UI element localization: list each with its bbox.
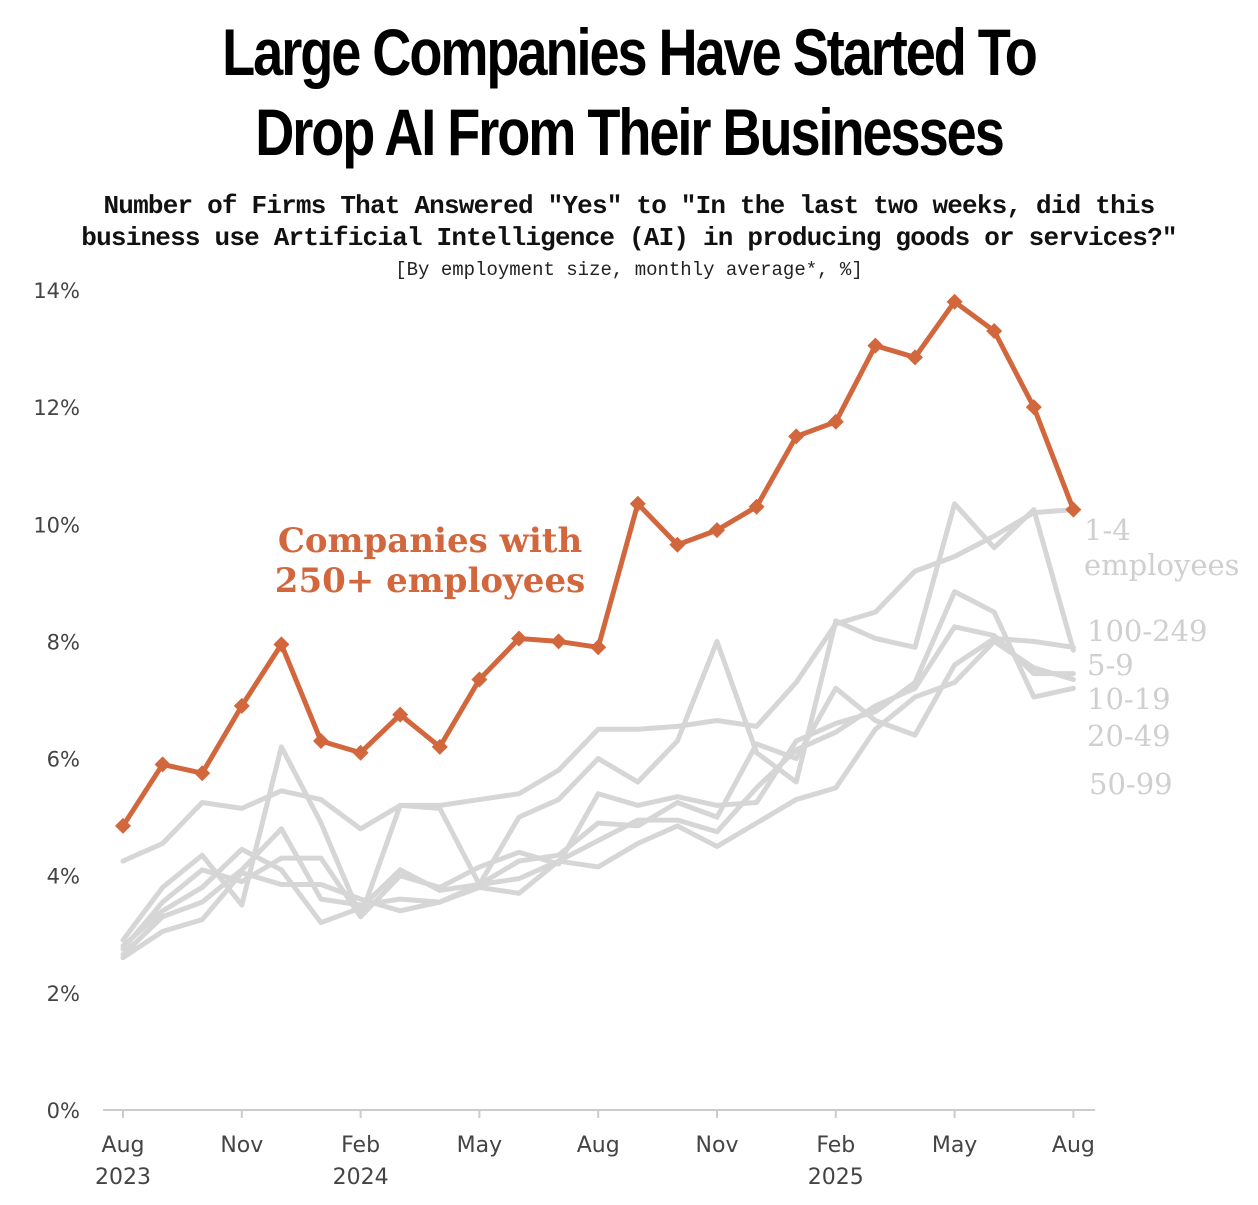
series-end-label: 50-99 xyxy=(1089,767,1173,801)
data-point-marker xyxy=(471,671,488,688)
x-tick-label: Aug xyxy=(1052,1133,1095,1158)
data-point-marker xyxy=(907,349,923,366)
highlight-series-label: Companies with xyxy=(278,521,582,561)
data-point-marker xyxy=(788,428,805,445)
series-end-label: 5-9 xyxy=(1087,648,1134,682)
data-point-marker xyxy=(986,323,1003,339)
x-tick-label: May xyxy=(457,1133,502,1158)
y-tick-label: 14% xyxy=(33,279,80,303)
data-point-marker xyxy=(233,697,250,714)
series-line-20-49 xyxy=(120,624,1076,958)
y-tick-label: 12% xyxy=(33,396,80,420)
data-point-marker xyxy=(115,817,131,834)
y-tick-label: 8% xyxy=(47,630,80,654)
x-tick-year-label: 2024 xyxy=(333,1165,389,1190)
y-tick-label: 2% xyxy=(47,982,80,1006)
data-point-marker xyxy=(392,706,409,723)
data-point-marker xyxy=(194,765,211,782)
data-point-marker xyxy=(550,633,567,650)
data-point-marker xyxy=(313,733,329,749)
series-line-5-9 xyxy=(120,589,1076,952)
title-line-1: Large Companies Have Started To xyxy=(222,15,1038,89)
chart-title: Large Companies Have Started To Drop AI … xyxy=(113,12,1145,172)
y-tick-label: 6% xyxy=(47,748,80,772)
data-point-marker xyxy=(748,498,765,515)
series-line-10-19 xyxy=(120,636,1076,949)
x-tick-label: Aug xyxy=(102,1133,145,1158)
data-point-marker xyxy=(511,630,527,647)
data-point-marker xyxy=(946,293,963,310)
x-tick-label: Aug xyxy=(577,1133,620,1158)
data-point-marker xyxy=(154,756,171,773)
x-tick-label: Feb xyxy=(816,1133,855,1158)
x-tick-year-label: 2025 xyxy=(808,1165,864,1190)
data-point-marker xyxy=(1065,501,1082,518)
chart-note: [By employment size, monthly average*, %… xyxy=(395,259,863,281)
data-point-marker xyxy=(590,639,607,656)
subtitle-line-2: business use Artificial Intelligence (AI… xyxy=(81,223,1177,253)
data-point-marker xyxy=(431,738,448,755)
highlight-series-label: 250+ employees xyxy=(275,561,585,601)
title-line-2: Drop AI From Their Businesses xyxy=(255,95,1005,169)
data-point-marker xyxy=(827,413,844,430)
y-tick-label: 0% xyxy=(47,1099,80,1123)
series-end-label: 1-4 xyxy=(1084,513,1131,547)
series-line-1-4 xyxy=(120,507,1076,864)
data-point-marker xyxy=(352,744,369,761)
series-end-label: 20-49 xyxy=(1087,719,1171,753)
series-end-label: employees xyxy=(1084,548,1240,582)
series-end-label: 10-19 xyxy=(1087,682,1171,716)
y-tick-label: 4% xyxy=(47,865,80,889)
data-point-marker xyxy=(709,522,725,539)
series-end-label: 100-249 xyxy=(1087,614,1208,648)
data-point-marker xyxy=(273,636,290,653)
data-point-marker xyxy=(1025,399,1042,416)
series-line-100-249 xyxy=(120,501,1076,943)
data-point-marker xyxy=(867,337,884,354)
x-tick-year-label: 2023 xyxy=(95,1165,151,1190)
x-tick-label: May xyxy=(932,1133,977,1158)
series-line-50-99 xyxy=(120,638,1076,961)
x-tick-label: Feb xyxy=(341,1133,380,1158)
y-tick-label: 10% xyxy=(33,513,80,537)
subtitle-line-1: Number of Firms That Answered "Yes" to "… xyxy=(103,191,1156,221)
x-tick-label: Nov xyxy=(696,1133,739,1158)
x-tick-label: Nov xyxy=(220,1133,263,1158)
chart-subtitle: Number of Firms That Answered "Yes" to "… xyxy=(0,190,1258,254)
data-point-marker xyxy=(669,536,686,553)
data-point-marker xyxy=(629,495,646,512)
